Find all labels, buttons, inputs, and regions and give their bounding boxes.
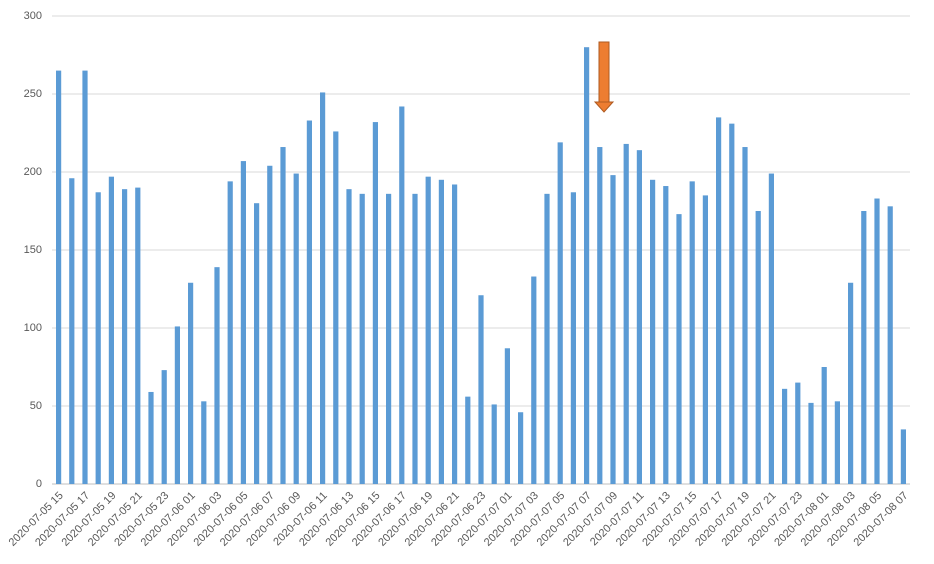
bar [95,192,101,484]
bar [848,282,854,484]
bar [636,150,642,484]
bar [795,382,801,484]
bar [650,179,656,485]
bar [702,195,708,484]
bar [570,192,576,484]
bar [425,176,431,484]
bar [584,47,590,484]
bar [108,176,114,484]
bar [320,92,326,484]
bar [359,193,365,484]
bar [372,122,378,484]
bar [729,123,735,484]
bar [82,70,88,484]
bar [267,165,273,484]
bar [597,147,603,485]
bar [663,186,669,485]
bar [465,396,471,484]
y-tick-label: 200 [24,166,42,178]
bar [161,370,167,484]
bar [135,187,141,484]
y-tick-label: 50 [30,400,42,412]
bar [900,429,906,484]
bar [240,161,246,484]
bar [346,189,352,484]
bar [214,267,220,484]
bar [716,117,722,485]
bar [491,404,497,484]
bar [755,211,761,484]
bar [399,106,405,484]
bar [254,203,260,484]
bar [306,120,312,485]
bar [293,173,299,484]
bar [201,401,207,484]
bar [768,173,774,484]
bar [742,147,748,485]
bar [56,70,62,484]
bar [386,193,392,484]
bar [610,175,616,484]
bar [438,179,444,485]
bar [518,412,524,484]
bar [188,282,194,484]
bar [887,206,893,484]
annotation-arrow [593,41,615,113]
bar [874,198,880,484]
bar [148,391,154,484]
y-tick-label: 300 [24,10,42,22]
bar [504,348,510,484]
bar [557,142,563,485]
bar [227,181,233,485]
y-tick-label: 100 [24,322,42,334]
bar [782,388,788,484]
bar [452,184,458,485]
bar [412,193,418,484]
bar [333,131,339,484]
bar [531,276,537,484]
y-tick-label: 250 [24,88,42,100]
y-tick-label: 150 [24,244,42,256]
bar [544,193,550,484]
bar [122,189,128,484]
bar [821,367,827,484]
bar [861,211,867,484]
bar [689,181,695,485]
bar [676,214,682,484]
bar [623,143,629,485]
bar [174,326,180,484]
bar [808,402,814,484]
bar [280,147,286,485]
y-tick-label: 0 [36,478,42,490]
bar [69,178,75,485]
bar [478,295,484,484]
bar [834,401,840,484]
